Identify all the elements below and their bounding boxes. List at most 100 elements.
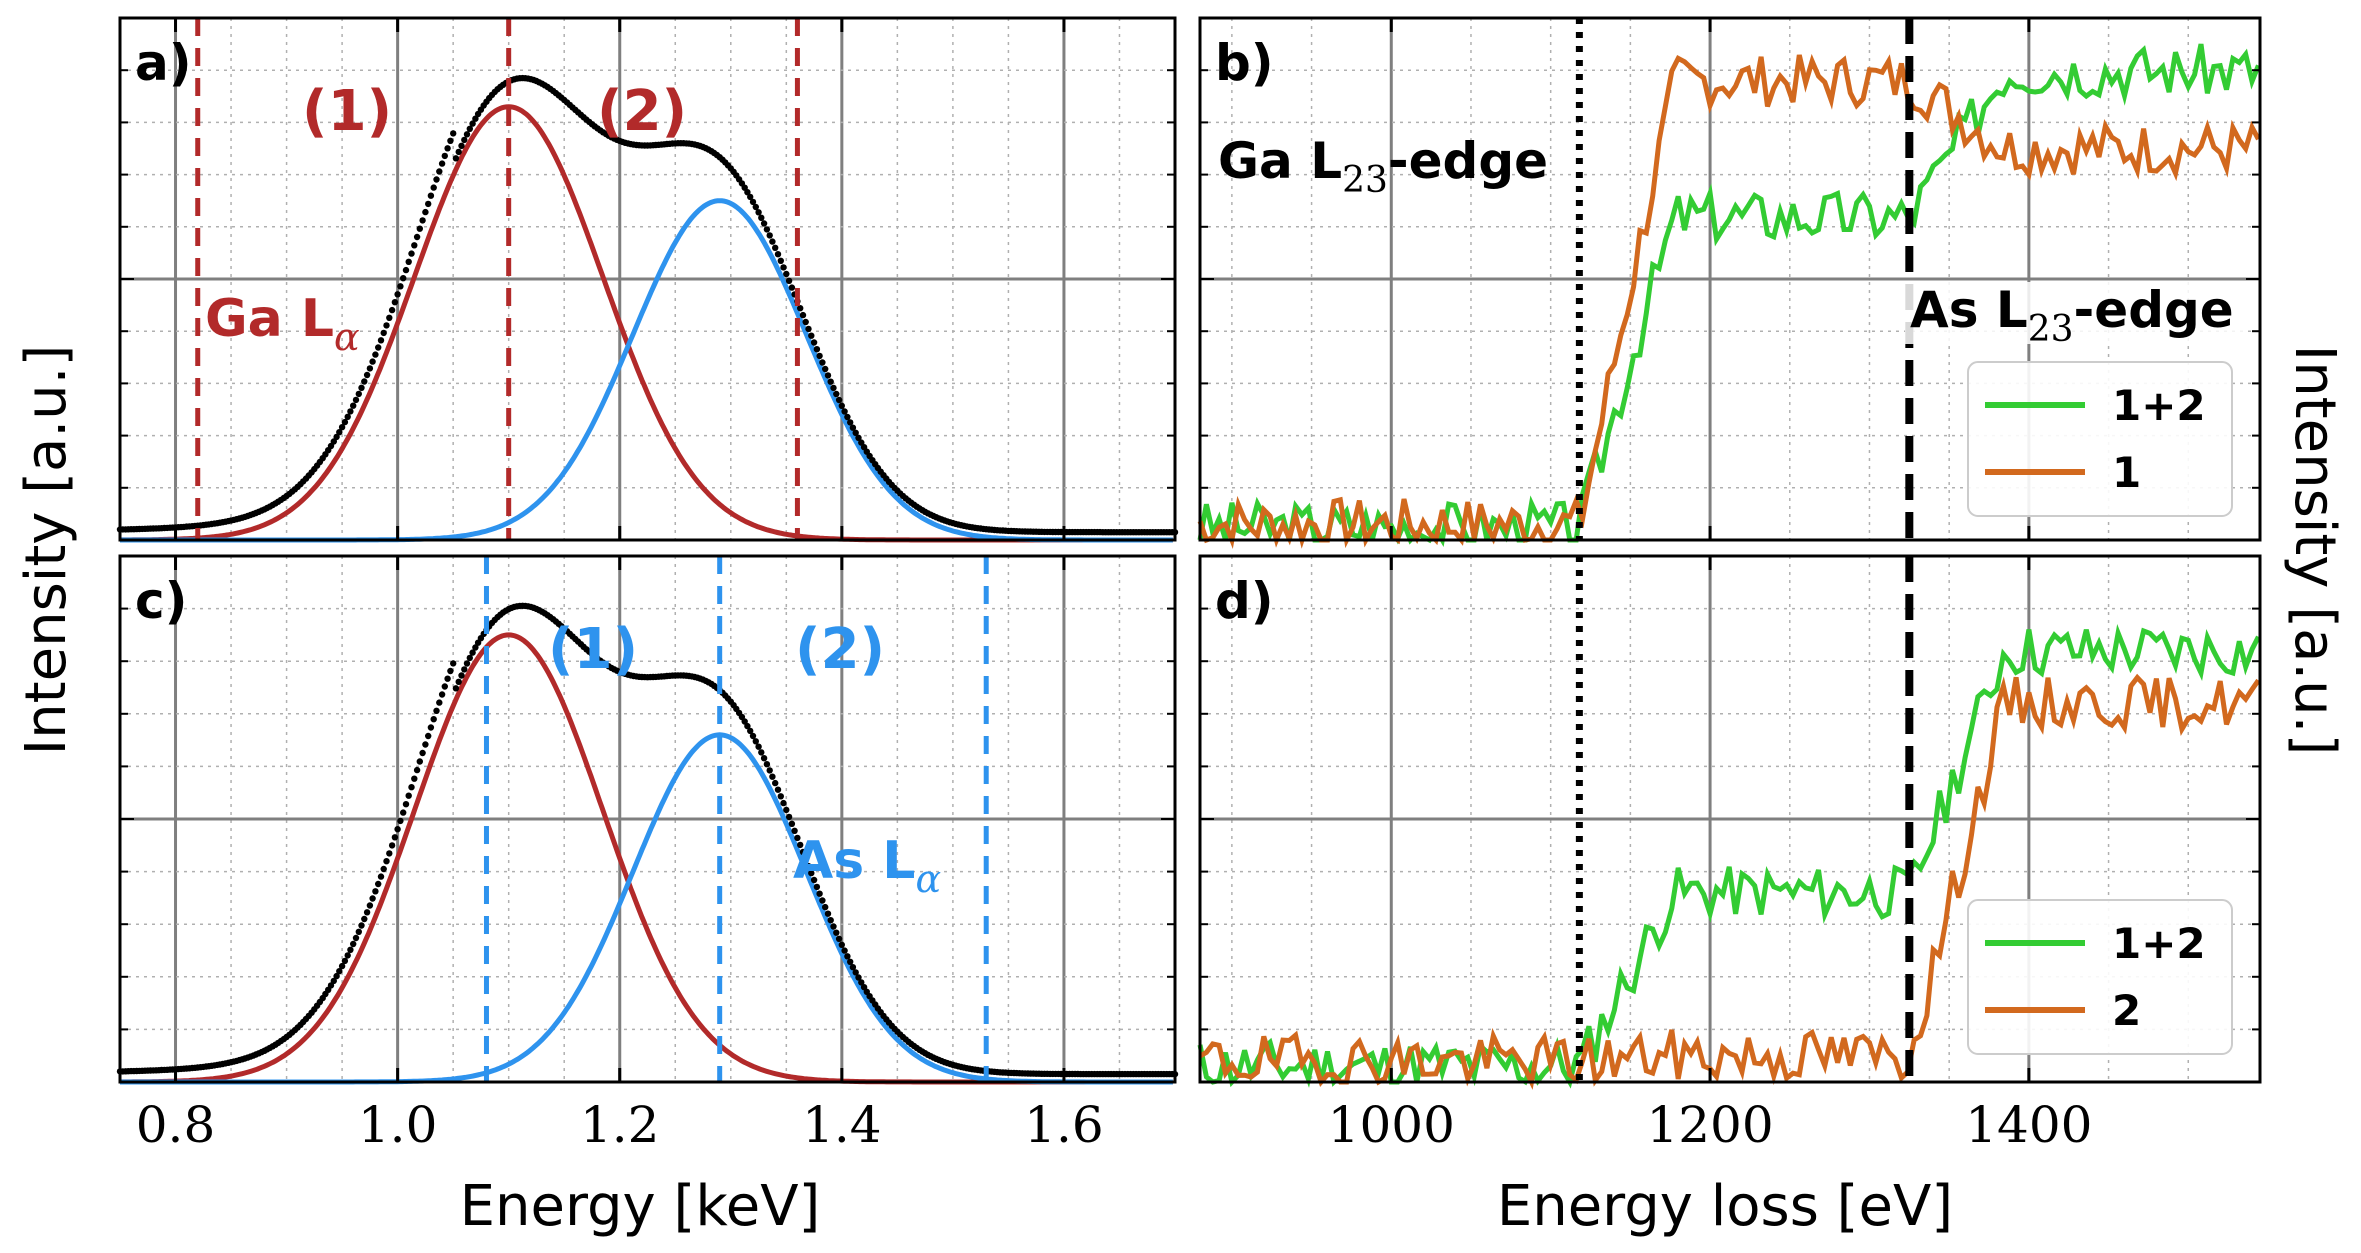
panel-c-data-point xyxy=(402,801,410,808)
panel-c-data-point xyxy=(377,873,385,880)
panel-c-data-point xyxy=(358,922,365,929)
panel-c-annot-as: As Lα xyxy=(793,831,941,901)
panel-b-legend-text-0: 1+2 xyxy=(2112,381,2206,430)
panel-b-edge-ga: Ga L23-edge xyxy=(1218,132,1548,201)
panel-a-data-point xyxy=(458,142,465,149)
panel-a-data-point xyxy=(338,424,346,431)
panel-a-data-point xyxy=(805,325,812,333)
panel-c-data-point xyxy=(438,691,446,698)
panel-c-data-point xyxy=(408,784,415,791)
panel-c-xtick-label: 1.6 xyxy=(1024,1096,1104,1154)
panel-a-data-point xyxy=(819,359,826,366)
panel-b-edge-as-sub: 23 xyxy=(2028,309,2074,350)
panel-a-data-point xyxy=(849,424,857,431)
panel-a-data-point xyxy=(436,168,443,175)
panel-a-data-point xyxy=(433,176,440,183)
panel-a-data-point xyxy=(452,155,460,162)
panel-c-data-point xyxy=(338,962,346,970)
panel-c-data-point xyxy=(336,968,343,975)
panel-c-data-point xyxy=(852,969,859,976)
panel-d-series-0 xyxy=(1197,623,2261,1089)
panel-c-data-point xyxy=(413,766,421,774)
panel-c-annot-2: (2) xyxy=(795,617,885,682)
panel-c-data-point xyxy=(450,660,457,667)
panel-a-data-point xyxy=(352,396,360,404)
panel-c-data-point xyxy=(405,792,412,799)
panel-c-data-point xyxy=(352,934,360,942)
panel-a-data-point xyxy=(408,250,415,257)
panel-c-data-point xyxy=(369,895,376,902)
panel-a-data-point xyxy=(361,378,368,385)
panel-a-data-point xyxy=(402,266,410,274)
panel-a-data-point xyxy=(772,244,779,251)
panel-a-data-point xyxy=(358,384,365,391)
panel-a-data-point xyxy=(472,115,479,122)
panel-a-data-point xyxy=(824,372,832,379)
panel-c-data-point xyxy=(427,724,435,731)
panel-c-data-point xyxy=(436,699,443,706)
panel-c-data-point xyxy=(430,716,437,723)
panel-a-data-point xyxy=(375,344,382,351)
panel-b-edge-ga-suffix: -edge xyxy=(1388,132,1548,190)
panel-c-data-point xyxy=(441,683,448,690)
panel-c-data-point xyxy=(397,817,404,825)
panel-c-data-point xyxy=(375,880,382,888)
panel-c-data-point xyxy=(433,707,440,714)
panel-a-data-point xyxy=(847,419,854,426)
panel-c-data-point xyxy=(819,897,826,904)
panel-b-plot xyxy=(1197,18,2261,550)
panel-a-data-point xyxy=(749,198,757,206)
panel-d-legend-box xyxy=(1967,899,2233,1055)
panel-c-data-point xyxy=(386,850,393,857)
panel-a-data-point xyxy=(461,136,468,144)
panel-c-data-point xyxy=(755,743,762,750)
panel-b-edge-as: As L23-edge xyxy=(1910,281,2234,350)
panel-c-data-point xyxy=(422,741,429,748)
panel-a-data-point xyxy=(330,438,337,445)
panel-c-data-point xyxy=(816,890,823,897)
panel-a-data-point xyxy=(822,365,829,373)
panel-a-data-point xyxy=(425,200,432,208)
panel-c-data-point xyxy=(799,848,807,856)
panel-c-data-point xyxy=(835,935,843,942)
panel-c-data-point xyxy=(361,915,368,923)
panel-c-data-point xyxy=(858,979,865,986)
panel-c-data-point xyxy=(388,842,396,849)
panel-a-data-point xyxy=(841,408,848,415)
panel-a-data-point xyxy=(802,318,809,326)
panel-b-legend-box xyxy=(1967,361,2233,517)
panel-c-xtick-label: 1.4 xyxy=(802,1096,882,1154)
panel-a-data-point xyxy=(785,277,793,284)
panel-a-data-point xyxy=(760,220,768,227)
panel-a-data-point xyxy=(774,251,782,258)
panel-c-data-point xyxy=(416,758,423,765)
panel-c-data-point xyxy=(802,855,809,863)
panel-a-data-point xyxy=(444,145,451,152)
panel-c-data-point xyxy=(841,947,848,954)
panel-c-data-point xyxy=(805,862,812,870)
panel-a-data-point xyxy=(835,396,843,404)
panel-c-data-point xyxy=(469,649,476,656)
panel-a-data-point xyxy=(441,152,448,160)
panel-d-legend-text-1: 2 xyxy=(2112,986,2141,1035)
panel-a-label: a) xyxy=(135,34,192,92)
panel-a-annot-1: (1) xyxy=(302,79,392,144)
panel-c-data-point xyxy=(383,858,390,865)
panel-c-data-point xyxy=(788,820,796,827)
panel-a-annot-2: (2) xyxy=(597,79,687,144)
panel-a-data-point xyxy=(755,209,762,216)
panel-c-data-point xyxy=(838,941,845,948)
panel-c-data-point xyxy=(355,928,362,935)
panel-c-data-point xyxy=(769,773,776,780)
panel-c-data-point xyxy=(794,834,801,842)
panel-a-data-point xyxy=(797,305,804,312)
panel-c-annot-1: (1) xyxy=(548,617,638,682)
panel-a-data-point xyxy=(852,429,859,436)
panel-a-data-point xyxy=(388,306,396,314)
panel-c-data-point xyxy=(372,888,379,895)
panel-a-data-point xyxy=(427,192,435,199)
panel-c-data-point xyxy=(847,958,854,965)
panel-c-fit-1 xyxy=(120,732,1173,1085)
panel-c-data-point xyxy=(774,786,782,793)
panel-b-edge-as-suffix: -edge xyxy=(2074,281,2234,339)
